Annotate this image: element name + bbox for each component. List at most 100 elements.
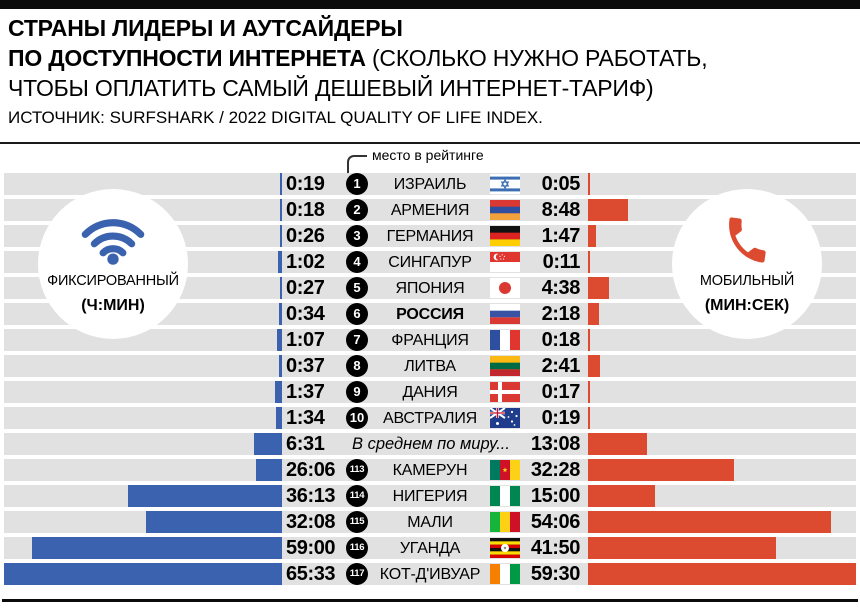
mobile-time-value: 32:28 bbox=[530, 459, 581, 481]
rank-badge: 114 bbox=[346, 485, 368, 507]
country-row: 0:18 2 АРМЕНИЯ 8:48 bbox=[0, 199, 860, 221]
country-label: СИНГАПУР bbox=[388, 254, 472, 271]
mobile-time-bar bbox=[588, 303, 599, 325]
bottom-black-line bbox=[2, 599, 858, 602]
row-stripe bbox=[4, 173, 856, 195]
fixed-time-value: 59:00 bbox=[286, 537, 336, 559]
mobile-internet-legend: МОБИЛЬНЫЙ (МИН:СЕК) bbox=[672, 189, 822, 339]
fixed-time-bar bbox=[279, 225, 282, 247]
cameroon-flag-icon bbox=[490, 460, 520, 480]
phone-icon bbox=[720, 213, 774, 265]
country-row: 0:34 6 РОССИЯ 2:18 bbox=[0, 303, 860, 325]
world-average-row: 6:31 В среднем по миру... 13:08 bbox=[0, 433, 860, 455]
country-row: 0:37 8 ЛИТВА 2:41 bbox=[0, 355, 860, 377]
country-row: 59:00 116 УГАНДА 41:50 bbox=[0, 537, 860, 559]
country-row: 26:06 113 КАМЕРУН 32:28 bbox=[0, 459, 860, 481]
rank-badge: 6 bbox=[346, 303, 368, 325]
source-credit: ИСТОЧНИК: SURFSHARK / 2022 DIGITAL QUALI… bbox=[8, 108, 543, 127]
mobile-time-value: 0:05 bbox=[541, 173, 581, 195]
row-stripe bbox=[4, 381, 856, 403]
chart-rows: 0:19 1 ИЗРАИЛЬ 0:05 0:18 2 АРМЕНИЯ 8:48 0:26 3 ГЕР… bbox=[0, 173, 860, 585]
rank-badge: 7 bbox=[346, 329, 368, 351]
fixed-internet-label: ФИКСИРОВАННЫЙ bbox=[47, 273, 179, 289]
mobile-time-value: 41:50 bbox=[530, 537, 581, 559]
row-stripe bbox=[4, 407, 856, 429]
mobile-time-bar bbox=[588, 277, 609, 299]
fixed-time-value: 1:37 bbox=[286, 381, 325, 403]
title-line-1: СТРАНЫ ЛИДЕРЫ И АУТСАЙДЕРЫ bbox=[8, 15, 403, 41]
row-stripe bbox=[4, 225, 856, 247]
fixed-time-value: 0:26 bbox=[286, 225, 325, 247]
fixed-time-bar bbox=[279, 303, 282, 325]
mobile-time-bar bbox=[588, 485, 655, 507]
mobile-time-bar bbox=[588, 225, 596, 247]
mobile-time-bar bbox=[588, 355, 600, 377]
japan-flag-icon bbox=[490, 278, 520, 298]
uganda-flag-icon bbox=[490, 538, 520, 558]
row-stripe bbox=[4, 355, 856, 377]
mobile-time-value: 13:08 bbox=[530, 433, 581, 455]
fixed-time-bar bbox=[256, 459, 282, 481]
mobile-time-bar bbox=[588, 173, 590, 195]
france-flag-icon bbox=[490, 330, 520, 350]
country-label: УГАНДА bbox=[399, 540, 461, 557]
top-black-bar bbox=[0, 0, 860, 9]
rank-badge: 115 bbox=[346, 511, 368, 533]
country-label: ГЕРМАНИЯ bbox=[386, 228, 474, 245]
mobile-time-value: 0:18 bbox=[541, 329, 581, 351]
country-label: АВСТРАЛИЯ bbox=[383, 410, 477, 427]
country-row: 0:26 3 ГЕРМАНИЯ 1:47 bbox=[0, 225, 860, 247]
mobile-time-bar bbox=[588, 459, 734, 481]
israel-flag-icon bbox=[490, 174, 520, 194]
armenia-flag-icon bbox=[490, 200, 520, 220]
fixed-time-bar bbox=[146, 511, 282, 533]
fixed-time-value: 0:34 bbox=[286, 303, 325, 325]
fixed-time-bar bbox=[32, 537, 282, 559]
fixed-time-value: 1:34 bbox=[286, 407, 325, 429]
country-label: РОССИЯ bbox=[396, 306, 464, 323]
row-stripe bbox=[4, 329, 856, 351]
page-title: СТРАНЫ ЛИДЕРЫ И АУТСАЙДЕРЫ ПО ДОСТУПНОСТИ… bbox=[8, 13, 856, 103]
mobile-time-bar bbox=[588, 407, 590, 429]
rank-badge: 4 bbox=[346, 251, 368, 273]
country-label: ЯПОНИЯ bbox=[395, 280, 465, 297]
title-line-2-bold: ПО ДОСТУПНОСТИ ИНТЕРНЕТА bbox=[8, 45, 366, 71]
mobile-time-value: 1:47 bbox=[541, 225, 581, 247]
australia-flag-icon bbox=[490, 408, 520, 428]
mobile-time-value: 59:30 bbox=[530, 563, 581, 585]
country-row: 65:33 117 КОТ-Д'ИВУАР 59:30 bbox=[0, 563, 860, 585]
country-row: 1:07 7 ФРАНЦИЯ 0:18 bbox=[0, 329, 860, 351]
mobile-time-bar bbox=[588, 511, 831, 533]
fixed-internet-unit: (Ч:МИН) bbox=[81, 297, 145, 314]
country-row: 1:34 10 АВСТРАЛИЯ 0:19 bbox=[0, 407, 860, 429]
header-divider bbox=[0, 142, 860, 144]
fixed-time-value: 1:07 bbox=[286, 329, 325, 351]
mobile-time-bar bbox=[588, 251, 590, 273]
rank-badge: 117 bbox=[346, 563, 368, 585]
country-row: 36:13 114 НИГЕРИЯ 15:00 bbox=[0, 485, 860, 507]
row-stripe bbox=[4, 277, 856, 299]
fixed-time-value: 0:27 bbox=[286, 277, 325, 299]
mobile-time-bar bbox=[588, 199, 628, 221]
lithuania-flag-icon bbox=[490, 356, 520, 376]
rank-badge: 3 bbox=[346, 225, 368, 247]
rank-badge: 1 bbox=[346, 173, 368, 195]
fixed-time-bar bbox=[279, 355, 282, 377]
mobile-time-bar bbox=[588, 329, 590, 351]
mobile-time-bar bbox=[588, 381, 590, 403]
mobile-time-value: 0:17 bbox=[541, 381, 581, 403]
row-stripe bbox=[4, 251, 856, 273]
denmark-flag-icon bbox=[490, 382, 520, 402]
rank-badge: 5 bbox=[346, 277, 368, 299]
country-row: 0:27 5 ЯПОНИЯ 4:38 bbox=[0, 277, 860, 299]
fixed-time-value: 26:06 bbox=[286, 459, 336, 481]
country-label: МАЛИ bbox=[407, 514, 453, 531]
rank-badge: 113 bbox=[346, 459, 368, 481]
rank-badge: 9 bbox=[346, 381, 368, 403]
country-label: НИГЕРИЯ bbox=[392, 488, 468, 505]
nigeria-flag-icon bbox=[490, 486, 520, 506]
rank-callout-line bbox=[347, 155, 367, 175]
fixed-time-value: 1:02 bbox=[286, 251, 325, 273]
title-line-2-regular: (СКОЛЬКО НУЖНО РАБОТАТЬ, bbox=[365, 45, 708, 71]
